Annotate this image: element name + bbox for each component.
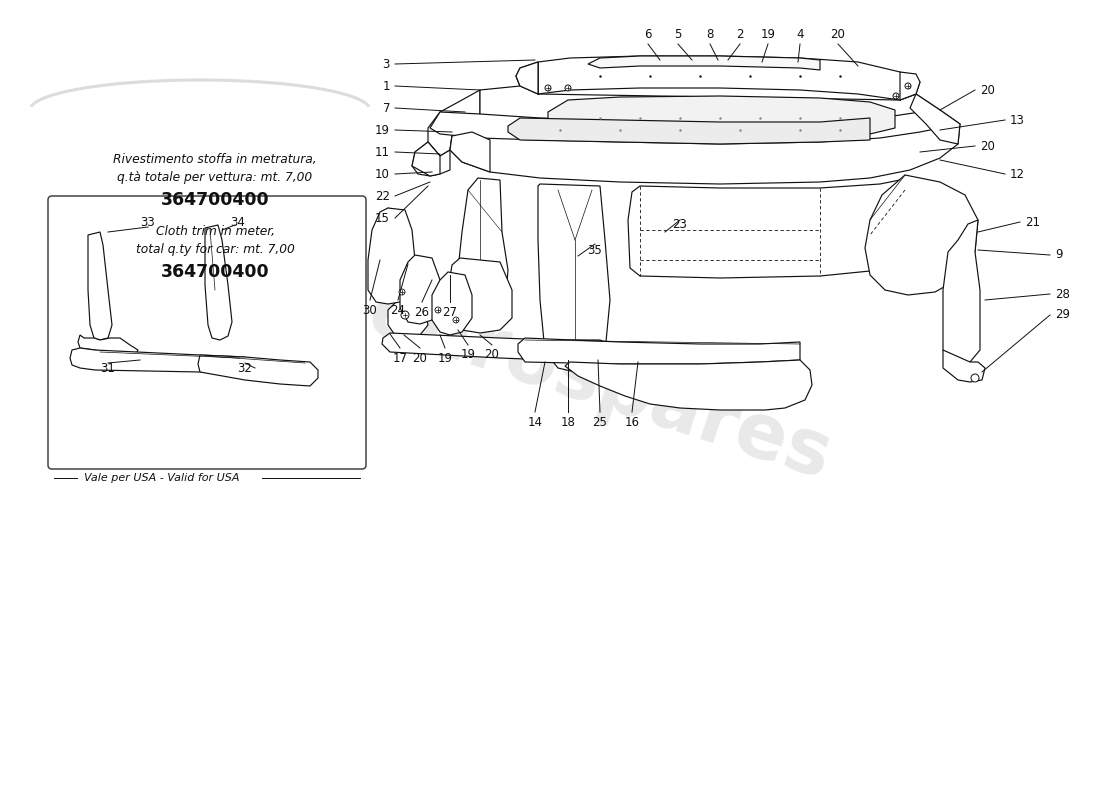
Text: 4: 4 — [796, 27, 804, 41]
Polygon shape — [910, 94, 960, 144]
Circle shape — [971, 374, 979, 382]
Text: 30: 30 — [363, 303, 377, 317]
Polygon shape — [518, 338, 800, 364]
Text: 19: 19 — [375, 123, 390, 137]
Text: 19: 19 — [760, 27, 775, 41]
Circle shape — [893, 93, 899, 99]
Text: 33: 33 — [141, 215, 155, 229]
Text: 27: 27 — [442, 306, 458, 318]
Text: Vale per USA - Valid for USA: Vale per USA - Valid for USA — [85, 473, 240, 483]
Text: 23: 23 — [672, 218, 688, 231]
Text: 6: 6 — [645, 27, 651, 41]
Text: 26: 26 — [415, 306, 429, 318]
Circle shape — [905, 83, 911, 89]
Polygon shape — [900, 72, 920, 100]
Polygon shape — [865, 175, 978, 295]
Polygon shape — [628, 180, 900, 278]
Polygon shape — [382, 333, 620, 362]
Polygon shape — [508, 118, 870, 144]
Text: 3: 3 — [383, 58, 390, 70]
Text: eurospares: eurospares — [60, 242, 360, 378]
Text: 8: 8 — [706, 27, 714, 41]
Text: 16: 16 — [625, 415, 639, 429]
Text: 5: 5 — [674, 27, 682, 41]
Text: 12: 12 — [1010, 167, 1025, 181]
Polygon shape — [432, 272, 472, 335]
Text: 19: 19 — [438, 351, 452, 365]
Circle shape — [402, 311, 409, 319]
Text: eurospares: eurospares — [359, 275, 842, 494]
Text: 34: 34 — [231, 215, 245, 229]
Polygon shape — [448, 258, 512, 333]
Text: 10: 10 — [375, 167, 390, 181]
Polygon shape — [430, 110, 940, 144]
Text: 29: 29 — [1055, 309, 1070, 322]
Circle shape — [544, 85, 551, 91]
Circle shape — [565, 85, 571, 91]
Text: 19: 19 — [461, 349, 475, 362]
Text: 20: 20 — [485, 349, 499, 362]
Polygon shape — [943, 220, 980, 364]
Text: 364700400: 364700400 — [161, 191, 270, 209]
Polygon shape — [548, 96, 895, 140]
Text: 9: 9 — [1055, 249, 1063, 262]
Polygon shape — [588, 56, 820, 70]
Polygon shape — [400, 255, 440, 324]
Text: q.tà totale per vettura: mt. 7,00: q.tà totale per vettura: mt. 7,00 — [118, 171, 312, 185]
Polygon shape — [428, 90, 480, 156]
Text: total q.ty for car: mt. 7,00: total q.ty for car: mt. 7,00 — [135, 243, 295, 257]
Polygon shape — [368, 208, 415, 304]
Polygon shape — [458, 178, 508, 325]
Circle shape — [453, 317, 459, 323]
Text: 22: 22 — [375, 190, 390, 202]
Text: 20: 20 — [830, 27, 846, 41]
Text: 20: 20 — [412, 351, 428, 365]
Circle shape — [434, 307, 441, 313]
Text: 11: 11 — [375, 146, 390, 158]
Text: 20: 20 — [980, 139, 994, 153]
Polygon shape — [198, 355, 318, 386]
Polygon shape — [516, 62, 538, 94]
Text: 15: 15 — [375, 211, 390, 225]
Polygon shape — [565, 360, 812, 410]
Text: 14: 14 — [528, 415, 542, 429]
Text: 1: 1 — [383, 79, 390, 93]
Text: Rivestimento stoffa in metratura,: Rivestimento stoffa in metratura, — [113, 154, 317, 166]
Polygon shape — [70, 348, 248, 372]
FancyBboxPatch shape — [48, 196, 366, 469]
Text: 13: 13 — [1010, 114, 1025, 126]
Text: 7: 7 — [383, 102, 390, 114]
Text: 18: 18 — [561, 415, 575, 429]
Polygon shape — [88, 232, 112, 340]
Text: Cloth trim in meter,: Cloth trim in meter, — [155, 226, 275, 238]
Text: 21: 21 — [1025, 215, 1040, 229]
Text: 364700400: 364700400 — [161, 263, 270, 281]
Text: 32: 32 — [238, 362, 252, 374]
Text: 25: 25 — [593, 415, 607, 429]
Text: 35: 35 — [587, 243, 603, 257]
Polygon shape — [388, 298, 428, 337]
Polygon shape — [516, 56, 920, 100]
Polygon shape — [412, 142, 440, 176]
Polygon shape — [538, 184, 610, 372]
Text: 31: 31 — [100, 362, 116, 374]
Circle shape — [399, 289, 405, 295]
Polygon shape — [450, 76, 960, 184]
Polygon shape — [205, 225, 232, 340]
Polygon shape — [412, 142, 450, 176]
Text: 20: 20 — [980, 83, 994, 97]
Polygon shape — [78, 335, 138, 357]
Text: 28: 28 — [1055, 287, 1070, 301]
Polygon shape — [943, 350, 984, 382]
Text: 17: 17 — [393, 351, 407, 365]
Polygon shape — [450, 132, 490, 172]
Text: 24: 24 — [390, 303, 406, 317]
Text: 2: 2 — [736, 27, 744, 41]
